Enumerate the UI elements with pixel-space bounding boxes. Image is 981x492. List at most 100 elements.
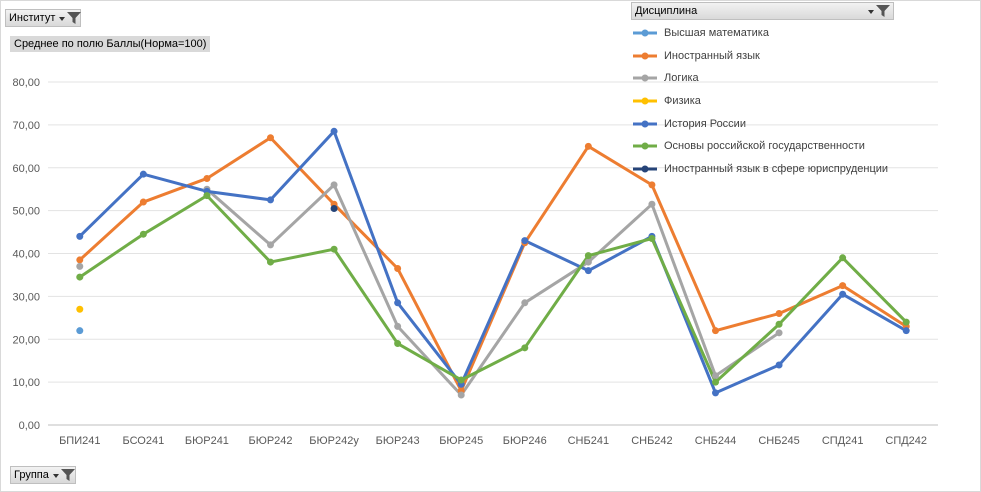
data-point xyxy=(712,378,719,386)
x-tick-label: СНБ245 xyxy=(758,435,799,447)
data-point xyxy=(839,290,847,298)
data-point xyxy=(902,318,910,326)
data-point xyxy=(267,258,274,266)
legend-item[interactable]: Иностранный язык xyxy=(632,45,888,68)
y-tick-label: 80,00 xyxy=(12,77,40,89)
discipline-filter-button[interactable]: Дисциплина xyxy=(631,2,894,20)
x-tick-label: БСО241 xyxy=(122,435,164,447)
data-point xyxy=(521,344,529,352)
discipline-filter-label: Дисциплина xyxy=(635,5,698,17)
legend-item[interactable]: Физика xyxy=(632,90,888,113)
x-tick-label: БЮР242 xyxy=(248,435,292,447)
data-point xyxy=(775,310,783,318)
y-tick-label: 10,00 xyxy=(12,377,40,389)
data-point xyxy=(839,282,847,290)
legend-label: Иностранный язык в сфере юриспруденции xyxy=(664,162,889,175)
legend-item[interactable]: История России xyxy=(632,112,888,135)
dropdown-arrow-icon xyxy=(59,17,66,21)
data-point xyxy=(267,196,274,204)
legend-marker-icon xyxy=(633,120,657,128)
data-point xyxy=(648,200,656,208)
data-point xyxy=(394,299,402,307)
data-point xyxy=(267,134,274,142)
x-tick-label: СНБ242 xyxy=(631,435,672,447)
data-point xyxy=(139,230,147,238)
x-tick-label: БЮР246 xyxy=(503,435,547,447)
y-tick-label: 30,00 xyxy=(12,291,40,303)
legend-marker-icon xyxy=(633,97,657,105)
data-point xyxy=(584,142,592,150)
legend-marker-icon xyxy=(633,29,657,37)
legend-label: Высшая математика xyxy=(664,27,769,40)
data-point xyxy=(839,254,847,262)
x-tick-label: БЮР241 xyxy=(185,435,229,447)
legend-marker-icon xyxy=(633,52,657,60)
group-filter-label: Группа xyxy=(14,469,49,481)
series-line xyxy=(78,136,908,393)
value-field-label[interactable]: Среднее по полю Баллы(Норма=100) xyxy=(10,36,211,52)
filter-icon xyxy=(60,469,75,481)
data-point xyxy=(712,372,719,380)
data-point xyxy=(76,232,84,240)
series-line xyxy=(78,129,908,395)
filter-icon xyxy=(67,12,82,24)
x-tick-label: СПД242 xyxy=(885,435,927,447)
data-point xyxy=(775,329,783,337)
group-filter-button[interactable]: Группа xyxy=(10,466,76,484)
x-tick-label: БЮР245 xyxy=(439,435,483,447)
x-tick-label: БЮР243 xyxy=(376,435,420,447)
data-point xyxy=(457,391,465,399)
data-point xyxy=(139,198,147,206)
legend-marker-icon xyxy=(633,165,657,173)
data-point xyxy=(139,170,147,178)
data-point xyxy=(76,327,84,335)
filter-icon xyxy=(876,5,890,17)
data-point xyxy=(584,258,592,266)
y-tick-label: 20,00 xyxy=(12,334,40,346)
data-point xyxy=(330,181,338,189)
data-point xyxy=(457,376,465,384)
data-point xyxy=(521,237,529,245)
legend-marker-icon xyxy=(633,74,657,82)
y-tick-label: 0,00 xyxy=(19,420,40,432)
x-tick-label: БЮР242у xyxy=(309,435,359,447)
legend-label: Логика xyxy=(664,72,699,85)
legend-label: Основы российской государственности xyxy=(664,140,865,153)
institute-filter-button[interactable]: Институт xyxy=(5,9,82,27)
x-tick-label: СНБ244 xyxy=(695,435,736,447)
data-point xyxy=(330,127,338,135)
data-point xyxy=(521,299,529,307)
x-tick-label: СПД241 xyxy=(822,435,864,447)
y-tick-label: 40,00 xyxy=(12,249,40,261)
data-point xyxy=(648,181,656,189)
institute-filter-label: Институт xyxy=(9,12,56,24)
chart-legend: Высшая математика Иностранный язык Логика Ф… xyxy=(632,22,888,180)
dropdown-arrow-icon xyxy=(52,474,59,478)
data-point xyxy=(76,305,84,313)
data-point xyxy=(267,241,274,249)
data-point xyxy=(76,256,84,264)
legend-label: Иностранный язык xyxy=(664,49,760,62)
series-line xyxy=(78,194,908,384)
legend-item[interactable]: Логика xyxy=(632,67,888,90)
legend-marker-icon xyxy=(633,142,657,150)
x-tick-label: СНБ241 xyxy=(568,435,609,447)
legend-item[interactable]: Иностранный язык в сфере юриспруденции xyxy=(632,158,888,181)
legend-label: История России xyxy=(664,117,746,130)
legend-label: Физика xyxy=(664,95,701,108)
y-tick-label: 70,00 xyxy=(12,120,40,132)
legend-item[interactable]: Высшая математика xyxy=(632,22,888,45)
x-tick-label: БПИ241 xyxy=(59,435,100,447)
series-line xyxy=(205,183,781,397)
data-point xyxy=(712,327,719,335)
data-point xyxy=(394,340,402,348)
data-point xyxy=(394,322,402,330)
data-point xyxy=(712,389,719,397)
data-point xyxy=(76,262,84,270)
data-point xyxy=(203,192,211,200)
legend-item[interactable]: Основы российской государственности xyxy=(632,135,888,158)
data-point xyxy=(330,204,338,212)
data-point xyxy=(584,267,592,275)
data-point xyxy=(203,174,211,182)
